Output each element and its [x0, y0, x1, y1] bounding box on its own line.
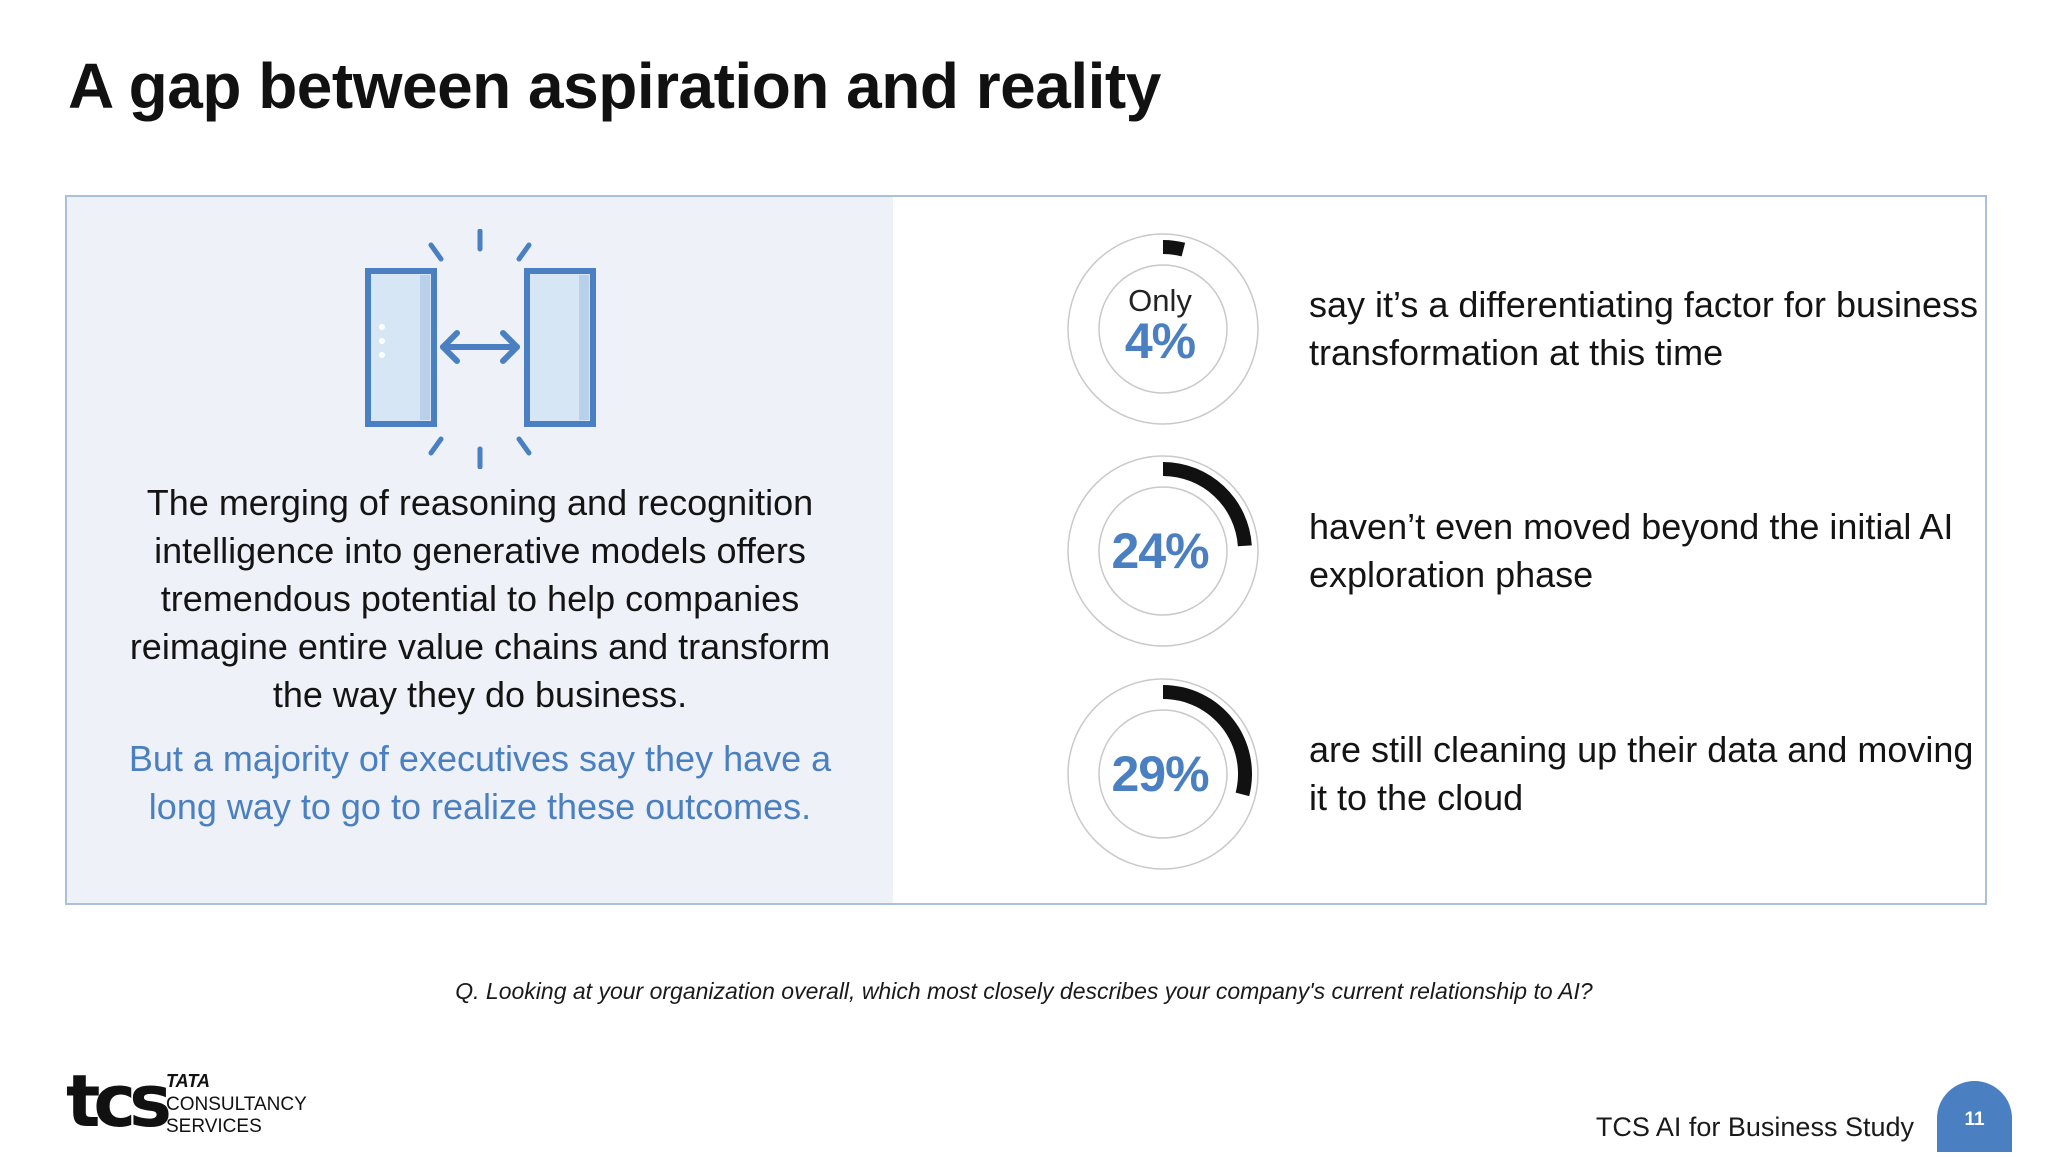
highlight-text: But a majority of executives say they ha… — [128, 738, 832, 827]
stat-value: 4% — [1124, 313, 1196, 369]
logo-line-1: CONSULTANCY — [166, 1094, 307, 1115]
left-pane: The merging of reasoning and recognition… — [67, 197, 893, 903]
body-text: The merging of reasoning and recognition… — [129, 482, 831, 715]
stat-prefix: Only — [1128, 283, 1192, 318]
gauge-arc — [1163, 240, 1186, 257]
page-number: 11 — [1937, 1081, 2012, 1152]
gauge-arc — [1163, 462, 1252, 547]
stat-description: say it’s a differentiating factor for bu… — [1309, 284, 1979, 373]
stat-description: haven’t even moved beyond the initial AI… — [1309, 506, 1954, 595]
stat-description: are still cleaning up their data and mov… — [1309, 729, 1974, 818]
logo-brand: TATA — [166, 1071, 210, 1091]
merge-arrows-icon — [350, 228, 610, 470]
stat-value: 24% — [1111, 523, 1209, 579]
gauge-ring — [1067, 455, 1259, 647]
slide-title: A gap between aspiration and reality — [68, 50, 1161, 122]
gauge-ring — [1067, 233, 1259, 425]
stat-item: 29% are still cleaning up their data and… — [997, 676, 1977, 876]
survey-question: Q. Looking at your organization overall,… — [455, 978, 1593, 1004]
stat-item: Only 4% say it’s a differentiating facto… — [997, 231, 1978, 431]
logo-line-2: SERVICES — [166, 1116, 262, 1137]
gauge-ring — [1067, 678, 1259, 870]
stat-value: 29% — [1111, 746, 1209, 802]
tcs-logo: tcs TATA CONSULTANCY SERVICES — [66, 1065, 326, 1144]
logo-mark: tcs — [66, 1059, 172, 1143]
stat-item: 24% haven’t even moved beyond the initia… — [997, 453, 1977, 653]
study-label: TCS AI for Business Study — [1595, 1112, 1914, 1142]
gauge-arc — [1163, 685, 1252, 797]
content-panel: The merging of reasoning and recognition… — [65, 195, 1987, 905]
